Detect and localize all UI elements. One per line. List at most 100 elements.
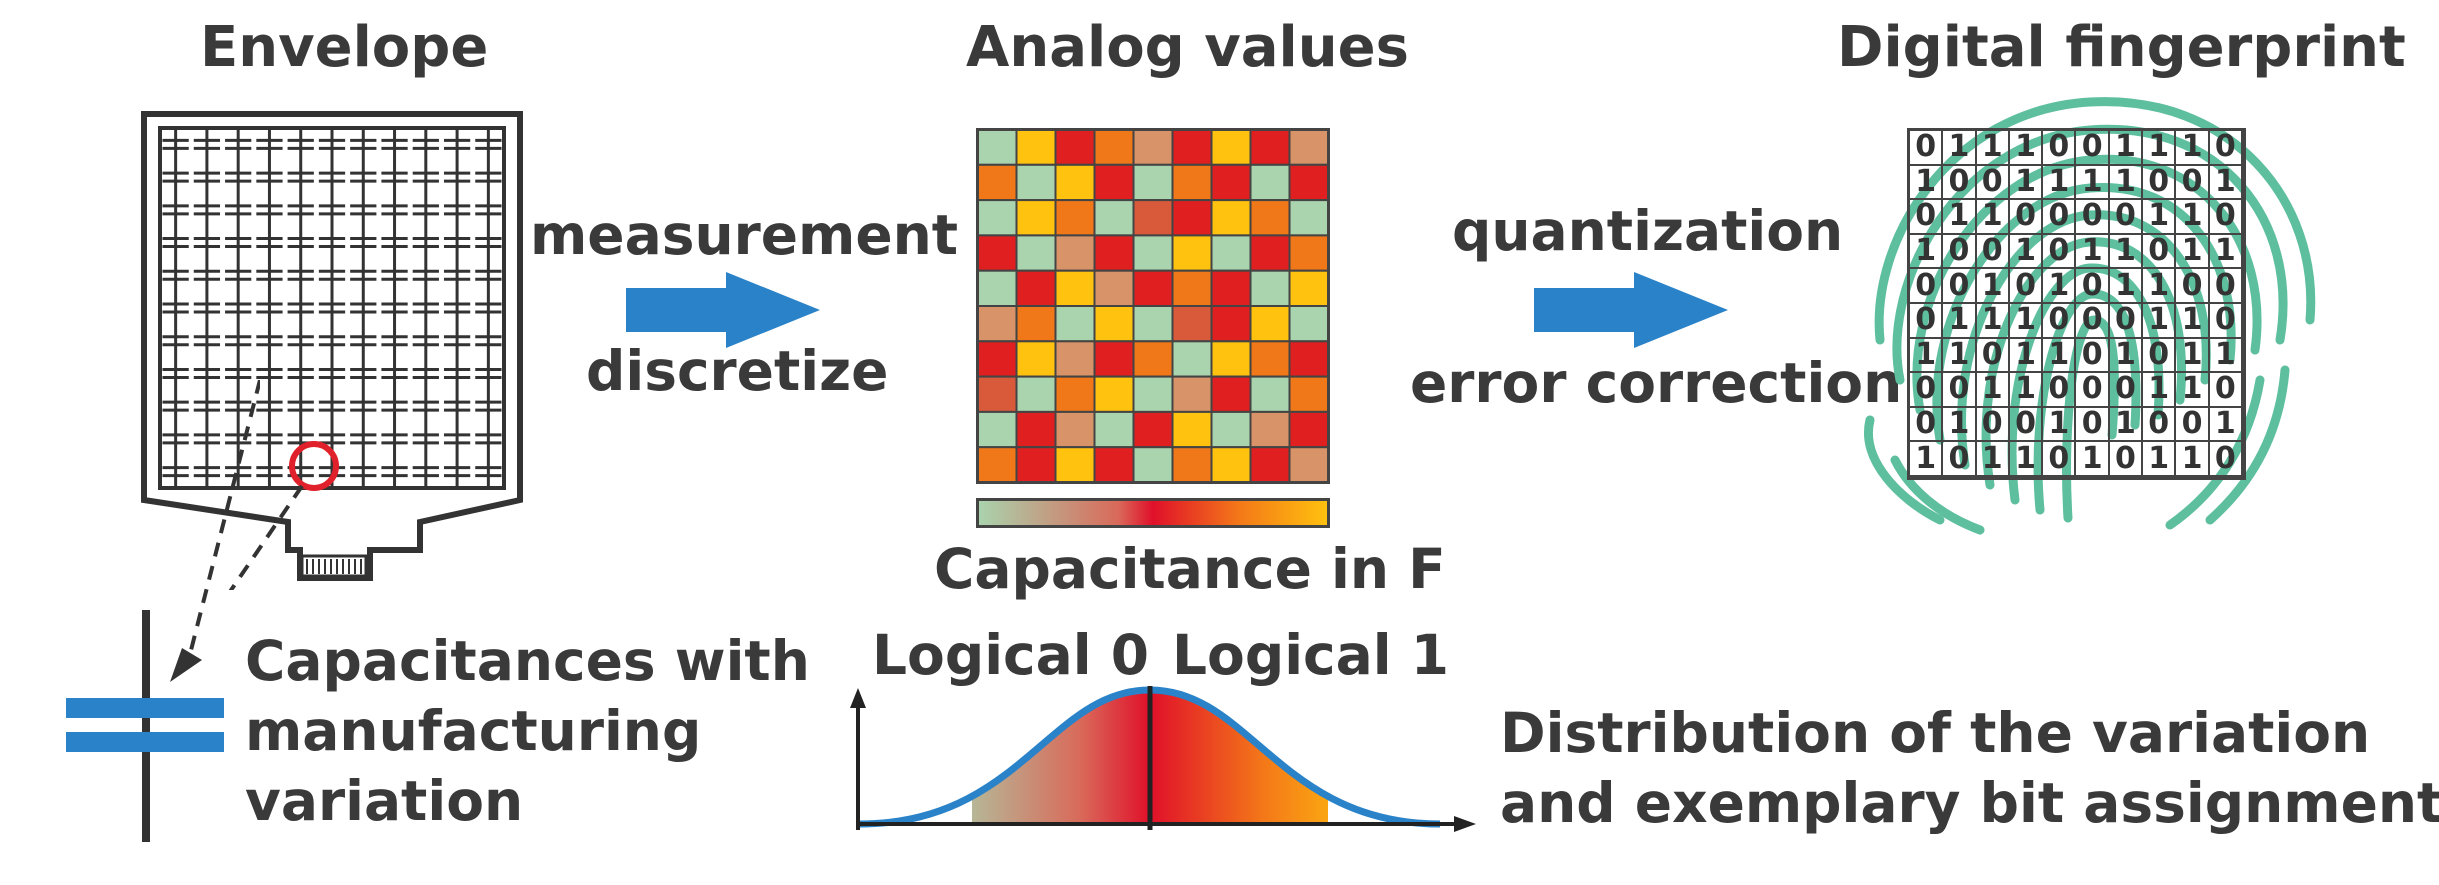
- fingerprint-bit: 1: [2043, 165, 2077, 201]
- distribution-caption-line-1: Distribution of the variation: [1500, 701, 2371, 765]
- heatmap-cell: [1210, 340, 1252, 378]
- heatmap-cell: [1288, 446, 1330, 484]
- heatmap-cell: [976, 446, 1018, 484]
- fingerprint-bit: 0: [2143, 234, 2177, 270]
- fingerprint-bit: 0: [2209, 131, 2243, 166]
- fingerprint-bit: 0: [2076, 269, 2110, 304]
- heatmap-cell: [1288, 163, 1330, 202]
- heatmap-cell: [1015, 128, 1057, 166]
- heatmap-cell: [1054, 269, 1096, 307]
- fingerprint-bit: 1: [1943, 407, 1977, 443]
- fingerprint-bit: 1: [2209, 234, 2243, 270]
- heatmap-cell: [1171, 340, 1213, 378]
- fingerprint-bit: 0: [2109, 200, 2144, 235]
- heatmap-cell: [1015, 375, 1057, 413]
- heatmap-cell: [1249, 375, 1291, 413]
- fingerprint-bit: 1: [2043, 407, 2077, 443]
- heatmap-cell: [1288, 269, 1330, 307]
- fingerprint-bit: 1: [2109, 131, 2144, 166]
- fingerprint-bit: 1: [1976, 269, 2010, 304]
- heatmap-cell: [976, 410, 1018, 449]
- fingerprint-bit: 1: [2009, 131, 2044, 166]
- fingerprint-bit: 1: [1943, 303, 1977, 339]
- fingerprint-bit: 1: [2209, 407, 2243, 443]
- fingerprint-bit: 1: [2176, 442, 2210, 477]
- fingerprint-bit: 1: [2109, 165, 2144, 201]
- selected-capacitor-marker: [289, 441, 339, 491]
- capacitor-caption-line-3: variation: [245, 769, 524, 833]
- discretize-label: discretize: [586, 339, 889, 403]
- fingerprint-bit: 0: [1943, 234, 1977, 270]
- fingerprint-bit: 0: [1976, 234, 2010, 270]
- heatmap-cell: [1132, 446, 1174, 484]
- heatmap-cell: [1288, 410, 1330, 449]
- fingerprint-bit: 0: [2043, 131, 2077, 166]
- fingerprint-bit: 1: [2076, 165, 2110, 201]
- heatmap-cell: [1015, 199, 1057, 237]
- fingerprint-bit: 0: [2009, 407, 2044, 443]
- fingerprint-bit: 1: [2209, 338, 2243, 374]
- fingerprint-bit: 0: [1943, 373, 1977, 408]
- fingerprint-bit: 1: [1910, 338, 1944, 374]
- heatmap-cell: [1171, 128, 1213, 166]
- quantization-arrow-icon: [1534, 272, 1728, 348]
- heatmap-cell: [1132, 163, 1174, 202]
- fingerprint-bit: 0: [2176, 269, 2210, 304]
- heatmap-cell: [1093, 199, 1135, 237]
- fingerprint-bit: 1: [2209, 165, 2243, 201]
- heatmap-cell: [1171, 269, 1213, 307]
- heatmap-cell: [1093, 234, 1135, 272]
- heatmap-cell: [1210, 234, 1252, 272]
- capacitor-caption-line-1: Capacitances with: [245, 629, 810, 693]
- analog-values-heatmap: [976, 128, 1330, 484]
- heatmap-cell: [1171, 410, 1213, 449]
- heatmap-cell: [976, 305, 1018, 343]
- heatmap-cell: [976, 269, 1018, 307]
- heatmap-cell: [1015, 269, 1057, 307]
- fingerprint-bit: 1: [2009, 303, 2044, 339]
- fingerprint-bit: 1: [2076, 442, 2110, 477]
- heatmap-cell: [1054, 375, 1096, 413]
- fingerprint-bit: 1: [1976, 200, 2010, 235]
- heatmap-cell: [1093, 163, 1135, 202]
- measurement-label: measurement: [530, 203, 959, 267]
- heatmap-cell: [1015, 340, 1057, 378]
- fingerprint-bit: 1: [2009, 165, 2044, 201]
- fingerprint-bit: 0: [1910, 373, 1944, 408]
- quantization-label: quantization: [1452, 199, 1844, 263]
- heatmap-cell: [1015, 446, 1057, 484]
- fingerprint-bit: 0: [2209, 269, 2243, 304]
- heatmap-cell: [976, 234, 1018, 272]
- fingerprint-bit: 1: [2176, 234, 2210, 270]
- heatmap-cell: [1171, 234, 1213, 272]
- fingerprint-bit: 1: [1943, 338, 1977, 374]
- heatmap-cell: [1054, 446, 1096, 484]
- heatmap-cell: [1054, 163, 1096, 202]
- fingerprint-bit: 1: [1976, 303, 2010, 339]
- heatmap-cell: [1054, 128, 1096, 166]
- distribution-caption-line-2: and exemplary bit assignment: [1500, 771, 2439, 835]
- fingerprint-bit: 0: [2176, 165, 2210, 201]
- heatmap-cell: [1249, 410, 1291, 449]
- heatmap-cell: [976, 128, 1018, 166]
- heatmap-cell: [1210, 199, 1252, 237]
- fingerprint-bit: 0: [2143, 407, 2177, 443]
- fingerprint-bit: 0: [1910, 269, 1944, 304]
- heatmap-cell: [1171, 163, 1213, 202]
- heatmap-cell: [1288, 340, 1330, 378]
- heatmap-cell: [976, 340, 1018, 378]
- heatmap-cell: [1288, 375, 1330, 413]
- heatmap-cell: [1015, 163, 1057, 202]
- fingerprint-bit: 0: [1910, 200, 1944, 235]
- y-axis-arrow: [850, 688, 866, 708]
- fingerprint-bit: 1: [1910, 165, 1944, 201]
- heatmap-cell: [1249, 234, 1291, 272]
- heatmap-cell: [1054, 199, 1096, 237]
- heatmap-cell: [1054, 340, 1096, 378]
- heatmap-cell: [1249, 269, 1291, 307]
- fingerprint-bit: 1: [2143, 200, 2177, 235]
- heatmap-cell: [1132, 305, 1174, 343]
- fingerprint-bit: 0: [1943, 442, 1977, 477]
- heatmap-cell: [1288, 128, 1330, 166]
- heatmap-cell: [1288, 305, 1330, 343]
